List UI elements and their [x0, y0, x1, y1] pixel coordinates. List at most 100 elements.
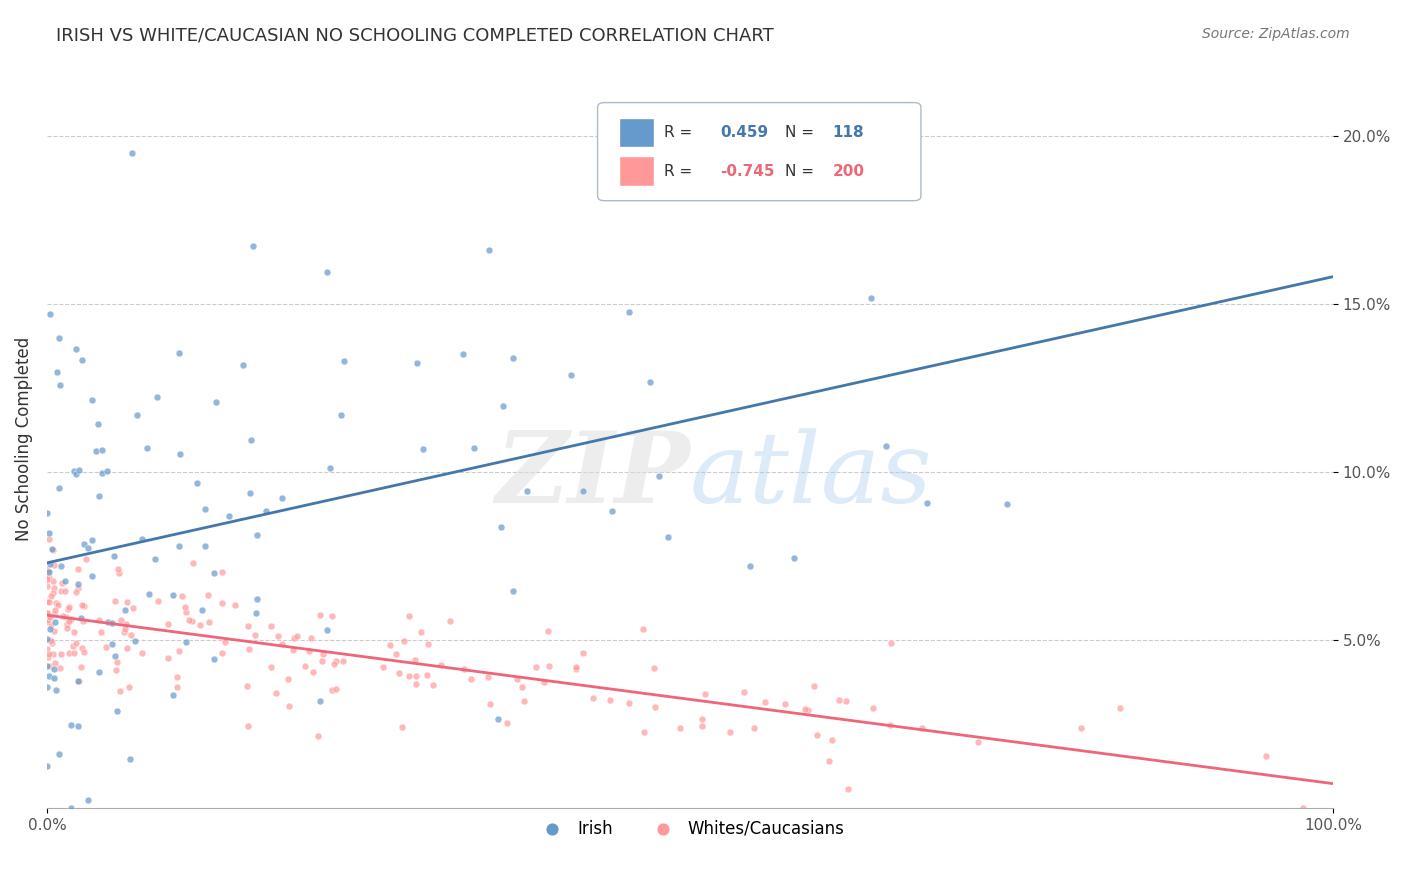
Point: [506, 673, 529, 687]
Point: [58, 599, 80, 614]
Point: [37, 594, 59, 608]
Point: [264, 686, 287, 700]
Point: [44, 607, 66, 622]
Point: [439, 614, 461, 628]
Point: [325, 681, 347, 696]
Point: [202, 566, 225, 580]
Point: [239, 486, 262, 500]
Point: [312, 647, 335, 661]
Point: [644, 699, 666, 714]
Point: [599, 693, 621, 707]
Point: [37, 650, 59, 665]
Text: N =: N =: [785, 164, 814, 178]
Point: [66, 576, 89, 591]
Point: [87, 613, 110, 627]
Point: [35, 615, 58, 629]
Point: [37, 564, 59, 578]
Point: [120, 752, 142, 766]
Point: [533, 675, 555, 690]
Point: [39, 622, 62, 636]
Point: [232, 359, 254, 373]
Point: [108, 683, 131, 698]
Point: [277, 672, 299, 686]
Point: [70, 660, 93, 674]
Point: [181, 556, 204, 570]
Point: [564, 662, 586, 676]
Point: [65, 585, 87, 599]
Point: [238, 642, 260, 657]
Point: [118, 680, 141, 694]
Text: -0.745: -0.745: [720, 164, 775, 178]
Point: [205, 395, 228, 409]
Point: [316, 265, 339, 279]
Point: [143, 552, 166, 566]
Point: [406, 356, 429, 370]
Point: [38, 669, 60, 683]
Point: [453, 662, 475, 676]
Point: [502, 351, 524, 365]
Point: [112, 625, 135, 640]
Point: [179, 613, 201, 627]
Point: [38, 595, 60, 609]
Point: [633, 725, 655, 739]
Point: [240, 433, 263, 447]
Point: [100, 615, 122, 630]
Point: [733, 684, 755, 698]
Point: [560, 368, 582, 382]
Point: [211, 565, 233, 579]
Point: [44, 657, 66, 671]
Point: [211, 647, 233, 661]
Text: Source: ZipAtlas.com: Source: ZipAtlas.com: [1202, 27, 1350, 41]
Point: [835, 694, 858, 708]
Point: [65, 467, 87, 482]
Point: [1109, 701, 1132, 715]
Point: [62, 464, 84, 478]
Point: [114, 622, 136, 636]
Point: [52, 609, 75, 624]
Point: [35, 572, 58, 586]
Point: [62, 639, 84, 653]
Point: [166, 680, 188, 694]
Point: [35, 658, 58, 673]
Point: [162, 688, 184, 702]
Point: [35, 641, 58, 656]
Point: [307, 729, 329, 743]
Point: [270, 491, 292, 505]
Point: [997, 497, 1019, 511]
Point: [692, 712, 714, 726]
Point: [773, 697, 796, 711]
Point: [63, 646, 86, 660]
Point: [266, 629, 288, 643]
Point: [135, 441, 157, 455]
Point: [122, 601, 145, 615]
Point: [643, 661, 665, 675]
Point: [198, 615, 221, 629]
Point: [138, 587, 160, 601]
Point: [39, 558, 62, 572]
Point: [316, 623, 339, 637]
Point: [53, 584, 76, 599]
Text: atlas: atlas: [690, 428, 932, 523]
Point: [42, 558, 65, 573]
Point: [245, 628, 267, 642]
Point: [332, 654, 354, 668]
Text: R =: R =: [664, 164, 692, 178]
Point: [39, 618, 62, 632]
Point: [117, 595, 139, 609]
Point: [107, 562, 129, 576]
Point: [156, 617, 179, 632]
Point: [278, 698, 301, 713]
Point: [55, 621, 77, 635]
Point: [391, 720, 413, 734]
Point: [105, 704, 128, 718]
Point: [67, 674, 90, 689]
Point: [46, 598, 69, 612]
Point: [211, 596, 233, 610]
Point: [236, 679, 259, 693]
Point: [311, 654, 333, 668]
Point: [281, 642, 304, 657]
Point: [45, 683, 67, 698]
Point: [37, 573, 59, 587]
Point: [70, 353, 93, 368]
Point: [87, 417, 110, 431]
